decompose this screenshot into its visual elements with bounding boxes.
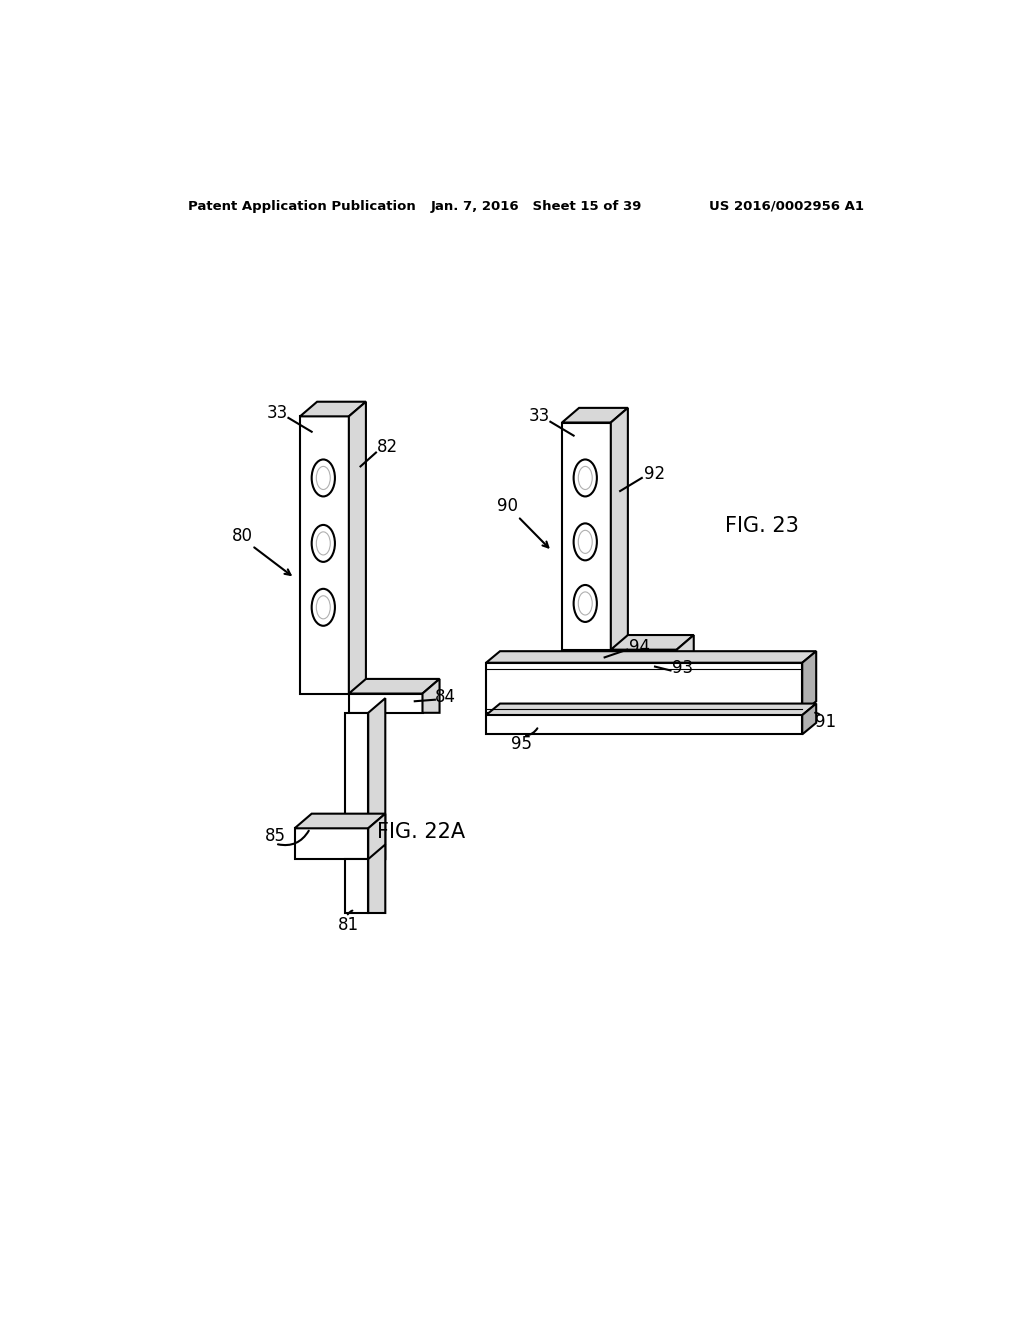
Polygon shape bbox=[345, 859, 369, 913]
Ellipse shape bbox=[311, 459, 335, 496]
Ellipse shape bbox=[311, 589, 335, 626]
Ellipse shape bbox=[573, 524, 597, 561]
Text: FIG. 23: FIG. 23 bbox=[725, 516, 799, 536]
Text: 33: 33 bbox=[529, 408, 550, 425]
Text: 91: 91 bbox=[815, 713, 836, 731]
FancyArrowPatch shape bbox=[815, 713, 820, 714]
Ellipse shape bbox=[311, 525, 335, 562]
Ellipse shape bbox=[573, 585, 597, 622]
FancyArrowPatch shape bbox=[526, 729, 538, 735]
Ellipse shape bbox=[579, 591, 592, 615]
Ellipse shape bbox=[316, 595, 331, 619]
Polygon shape bbox=[486, 704, 816, 715]
Polygon shape bbox=[486, 715, 802, 734]
Polygon shape bbox=[486, 663, 802, 713]
Polygon shape bbox=[349, 401, 366, 693]
Polygon shape bbox=[345, 713, 369, 843]
Polygon shape bbox=[295, 829, 369, 859]
Text: 81: 81 bbox=[338, 916, 359, 933]
Ellipse shape bbox=[579, 466, 592, 490]
Polygon shape bbox=[369, 698, 385, 843]
Ellipse shape bbox=[573, 459, 597, 496]
Text: 92: 92 bbox=[644, 465, 666, 483]
Text: 94: 94 bbox=[629, 639, 650, 656]
Text: 80: 80 bbox=[232, 527, 253, 545]
Polygon shape bbox=[611, 649, 677, 669]
Polygon shape bbox=[802, 704, 816, 734]
Text: Jan. 7, 2016   Sheet 15 of 39: Jan. 7, 2016 Sheet 15 of 39 bbox=[430, 199, 642, 213]
Polygon shape bbox=[611, 635, 693, 649]
Polygon shape bbox=[369, 813, 385, 859]
Ellipse shape bbox=[579, 531, 592, 553]
Text: 95: 95 bbox=[511, 735, 532, 752]
Text: 84: 84 bbox=[435, 689, 457, 706]
Text: 90: 90 bbox=[498, 498, 518, 515]
Ellipse shape bbox=[316, 466, 331, 490]
Polygon shape bbox=[677, 635, 693, 669]
Text: 82: 82 bbox=[377, 438, 398, 457]
Polygon shape bbox=[423, 678, 439, 713]
Text: 93: 93 bbox=[672, 659, 692, 677]
Polygon shape bbox=[486, 651, 816, 663]
Polygon shape bbox=[611, 408, 628, 649]
FancyArrowPatch shape bbox=[278, 830, 309, 845]
Polygon shape bbox=[369, 845, 385, 913]
Text: 33: 33 bbox=[267, 404, 288, 421]
Polygon shape bbox=[349, 678, 439, 693]
Polygon shape bbox=[300, 401, 366, 416]
Text: FIG. 22A: FIG. 22A bbox=[377, 822, 465, 842]
Polygon shape bbox=[349, 693, 423, 713]
Text: Patent Application Publication: Patent Application Publication bbox=[188, 199, 416, 213]
Text: 85: 85 bbox=[265, 828, 286, 845]
FancyArrowPatch shape bbox=[348, 911, 352, 915]
Polygon shape bbox=[562, 408, 628, 422]
Ellipse shape bbox=[316, 532, 331, 554]
Text: US 2016/0002956 A1: US 2016/0002956 A1 bbox=[710, 199, 864, 213]
Polygon shape bbox=[802, 651, 816, 713]
Polygon shape bbox=[295, 813, 385, 829]
Polygon shape bbox=[300, 416, 349, 693]
Polygon shape bbox=[562, 422, 611, 649]
